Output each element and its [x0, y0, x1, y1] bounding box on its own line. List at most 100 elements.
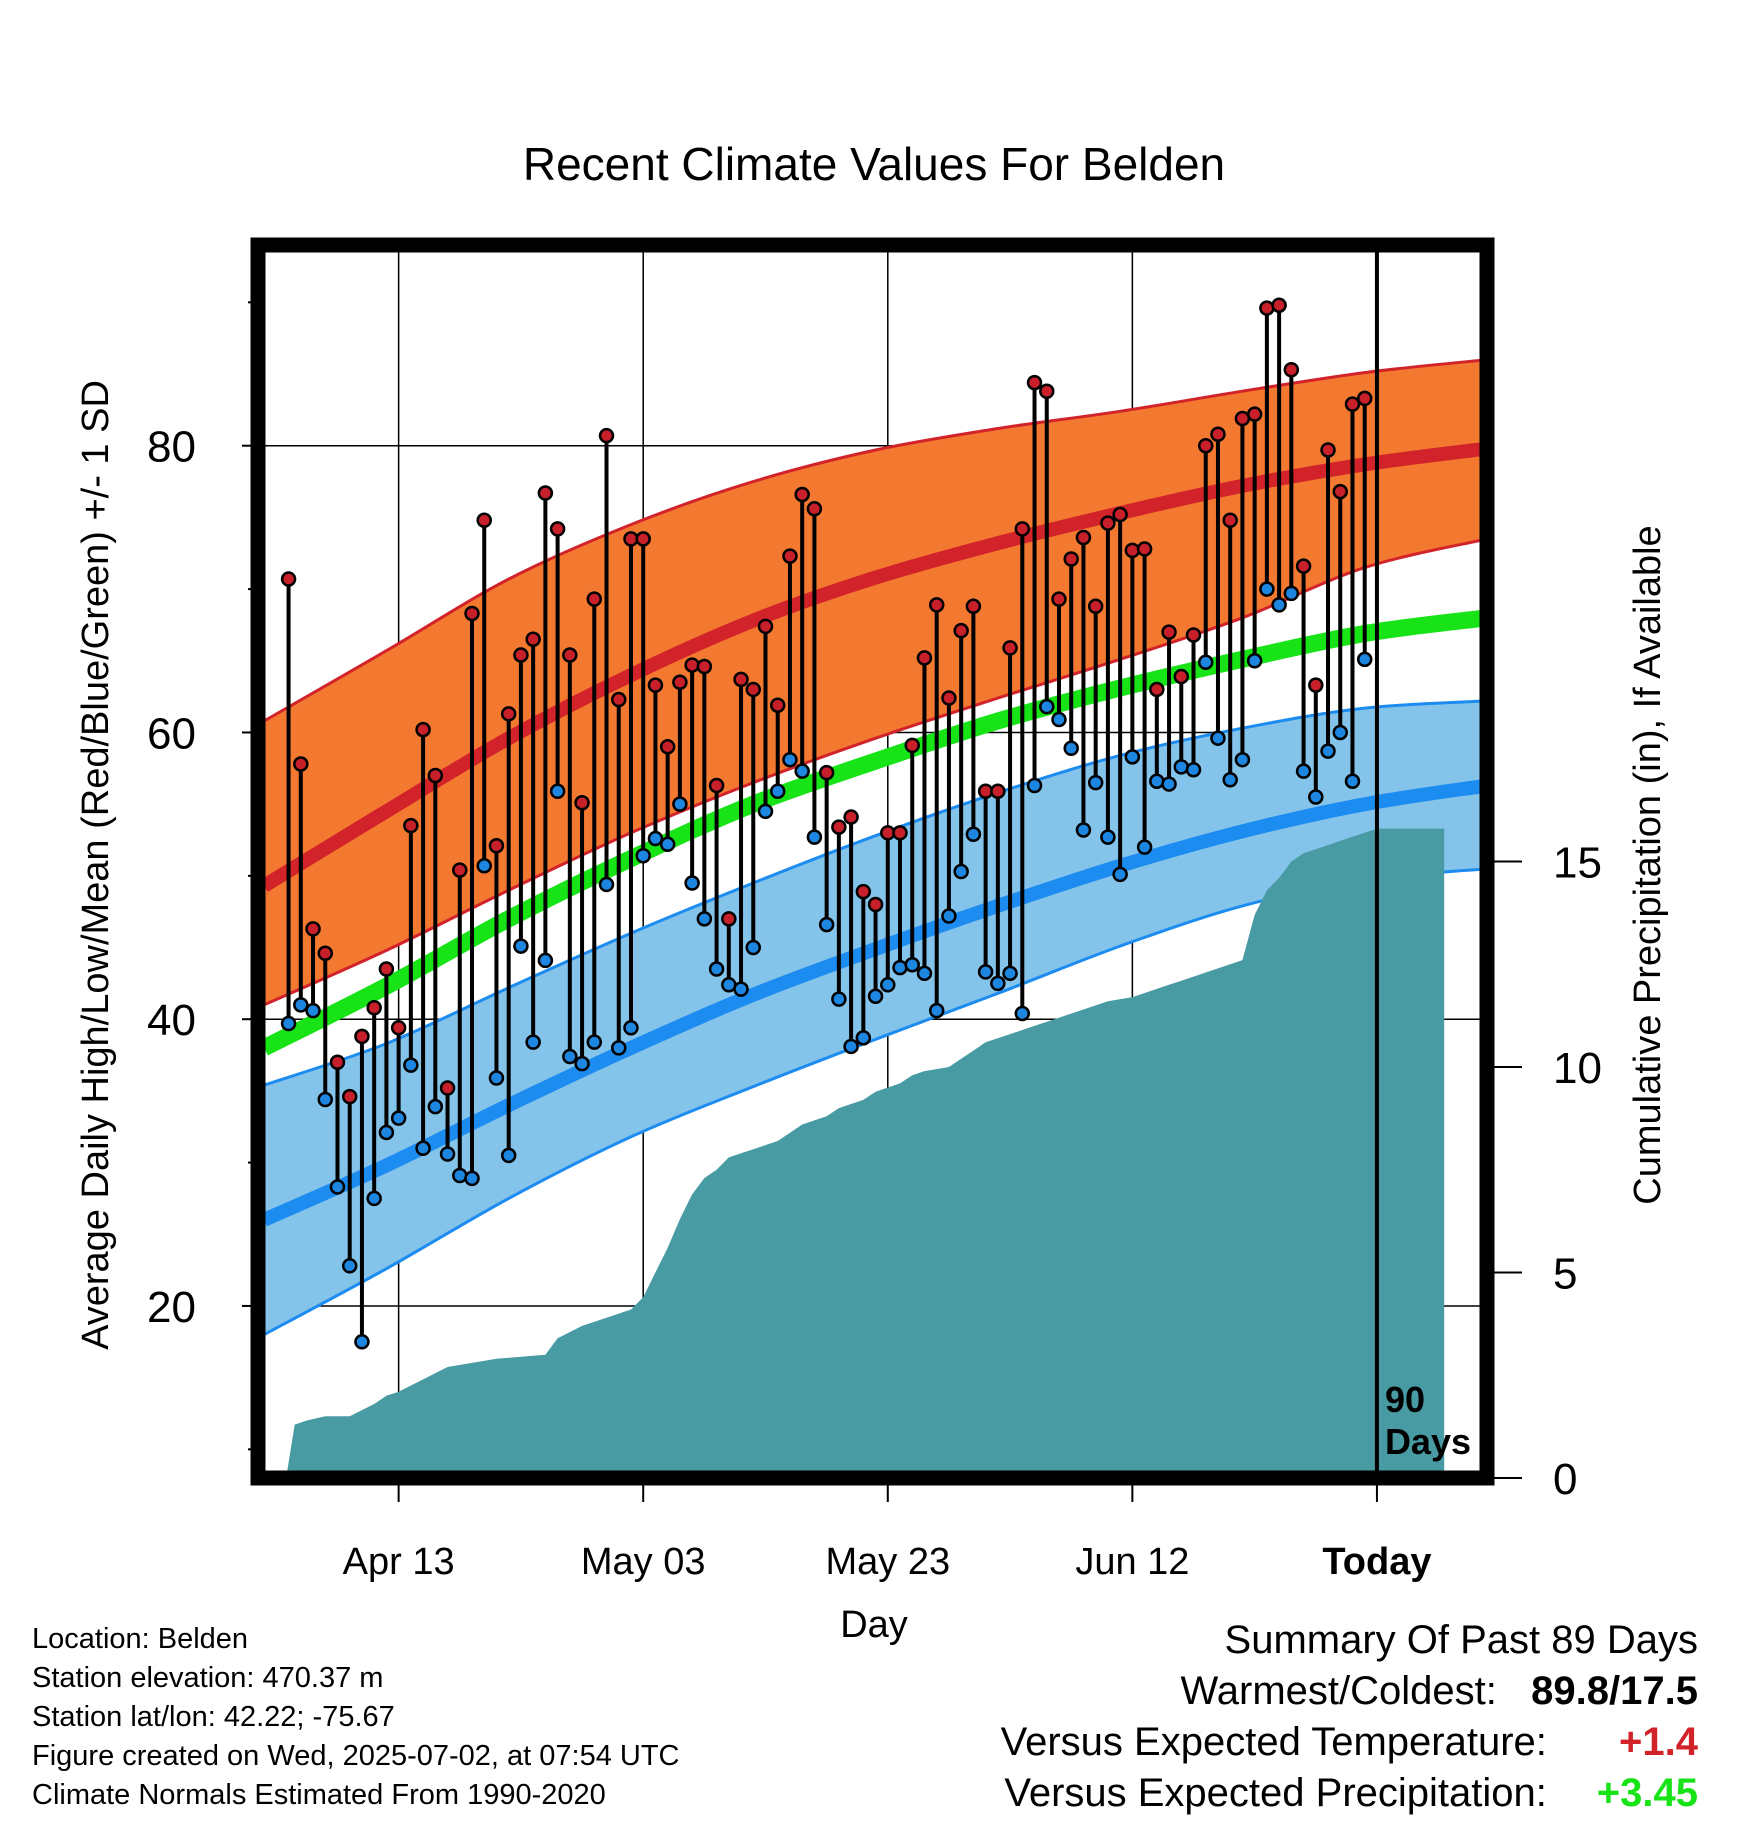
marker-label-line-1: 90 — [1385, 1379, 1425, 1420]
obs-low-point — [1063, 740, 1079, 756]
obs-high-point — [1308, 677, 1324, 693]
obs-low-point — [794, 763, 810, 779]
obs-high-point — [1222, 512, 1238, 529]
obs-high-point — [586, 591, 603, 607]
obs-high-point — [513, 647, 529, 663]
obs-high-point — [782, 548, 798, 564]
obs-high-point — [684, 657, 700, 673]
obs-low-point — [1332, 724, 1349, 741]
obs-high-point — [1197, 437, 1214, 454]
obs-high-point — [1039, 383, 1055, 399]
obs-low-point — [1210, 730, 1226, 746]
warm-cold-row: Warmest/Coldest: 89.8/17.5 — [1001, 1666, 1699, 1717]
obs-high-point — [500, 706, 517, 722]
obs-high-point — [867, 896, 884, 913]
obs-low-point — [867, 988, 884, 1005]
precipitation-area — [286, 828, 1445, 1478]
obs-low-point — [953, 863, 969, 880]
obs-high-point — [941, 690, 957, 706]
obs-low-point — [880, 977, 896, 993]
obs-high-point — [672, 674, 688, 691]
obs-high-point — [1185, 627, 1202, 643]
obs-low-point — [733, 981, 749, 997]
marker-label-line-2: Days — [1385, 1421, 1471, 1462]
obs-low-point — [403, 1057, 419, 1073]
obs-low-point — [769, 783, 786, 799]
obs-high-point — [757, 618, 774, 635]
obs-high-point — [855, 883, 872, 900]
obs-high-point — [1112, 506, 1128, 523]
obs-low-point — [476, 858, 492, 874]
obs-low-point — [562, 1048, 578, 1065]
obs-high-point — [1087, 598, 1104, 615]
station-info: Location: Belden Station elevation: 470.… — [32, 1620, 680, 1815]
obs-high-point — [452, 862, 468, 878]
obs-low-point — [574, 1055, 590, 1072]
obs-low-point — [1075, 822, 1092, 838]
precip-anomaly-row: Versus Expected Precipitation: +3.45 — [1001, 1768, 1698, 1819]
obs-low-point — [329, 1179, 346, 1195]
obs-high-point — [928, 597, 945, 613]
obs-high-point — [1161, 624, 1177, 640]
location-text: Location: Belden — [32, 1623, 249, 1655]
obs-high-point — [769, 697, 786, 713]
warm-cold-label: Warmest/Coldest: — [1180, 1669, 1497, 1713]
temp-anomaly-value: +1.4 — [1619, 1720, 1698, 1764]
obs-high-point — [635, 531, 651, 547]
obs-low-point — [305, 1002, 321, 1019]
obs-low-point — [928, 1002, 945, 1019]
obs-low-point — [452, 1167, 468, 1184]
obs-high-point — [659, 739, 676, 755]
obs-high-point — [1344, 396, 1361, 412]
obs-low-point — [977, 964, 994, 980]
obs-low-point — [708, 961, 725, 977]
obs-high-point — [696, 658, 713, 675]
obs-low-point — [1308, 789, 1324, 805]
obs-low-point — [1356, 651, 1373, 668]
x-tick-label-3: May 23 — [825, 1541, 950, 1583]
obs-high-point — [990, 783, 1006, 799]
y2-tick-label-2: 5 — [1553, 1250, 1577, 1299]
obs-high-point — [1283, 361, 1300, 378]
obs-high-point — [904, 737, 920, 754]
precip-anomaly-label: Versus Expected Precipitation: — [1004, 1771, 1547, 1815]
obs-low-point — [916, 965, 933, 982]
y2-tick-label-1: 0 — [1553, 1455, 1577, 1504]
obs-high-point — [1210, 426, 1226, 443]
y-tick-label-1: 20 — [147, 1283, 196, 1332]
obs-high-point — [892, 825, 908, 841]
obs-high-point — [537, 485, 554, 501]
temp-anomaly-label: Versus Expected Temperature: — [1000, 1720, 1547, 1764]
created-text: Figure created on Wed, 2025-07-02, at 07… — [32, 1740, 680, 1772]
obs-low-point — [390, 1110, 407, 1126]
obs-low-point — [684, 875, 700, 891]
obs-high-point — [476, 512, 492, 529]
normals-text: Climate Normals Estimated From 1990-2020 — [32, 1779, 606, 1811]
axes: 20 40 60 80 0 5 10 15 Apr 13 May 03 May 23 Jun 12 To… — [147, 301, 1602, 1583]
obs-low-point — [549, 783, 566, 799]
obs-low-point — [1246, 653, 1263, 669]
temp-anomaly-row: Versus Expected Temperature: +1.4 — [1001, 1717, 1698, 1768]
x-tick-label-5: Today — [1322, 1541, 1431, 1583]
obs-low-point — [439, 1146, 456, 1162]
obs-low-point — [415, 1140, 431, 1156]
precip-anomaly-value: +3.45 — [1596, 1771, 1698, 1815]
obs-high-point — [366, 999, 382, 1016]
summary-heading: Summary Of Past 89 Days — [1224, 1618, 1698, 1662]
obs-high-point — [611, 691, 627, 708]
obs-low-point — [500, 1147, 517, 1164]
obs-low-point — [537, 952, 554, 969]
obs-low-point — [1271, 597, 1287, 613]
x-axis-label: Day — [840, 1604, 908, 1646]
obs-high-point — [1136, 541, 1153, 557]
obs-low-point — [904, 956, 920, 973]
obs-high-point — [1100, 515, 1116, 531]
y-axis-label: Average Daily High/Low/Mean (Red/Blue/Gr… — [75, 380, 117, 1350]
obs-high-point — [562, 647, 578, 663]
obs-high-point — [1051, 591, 1067, 607]
obs-low-point — [635, 848, 651, 864]
obs-low-point — [1295, 763, 1312, 779]
obs-low-point — [280, 1015, 297, 1032]
y2-tick-label-4: 15 — [1553, 839, 1602, 888]
